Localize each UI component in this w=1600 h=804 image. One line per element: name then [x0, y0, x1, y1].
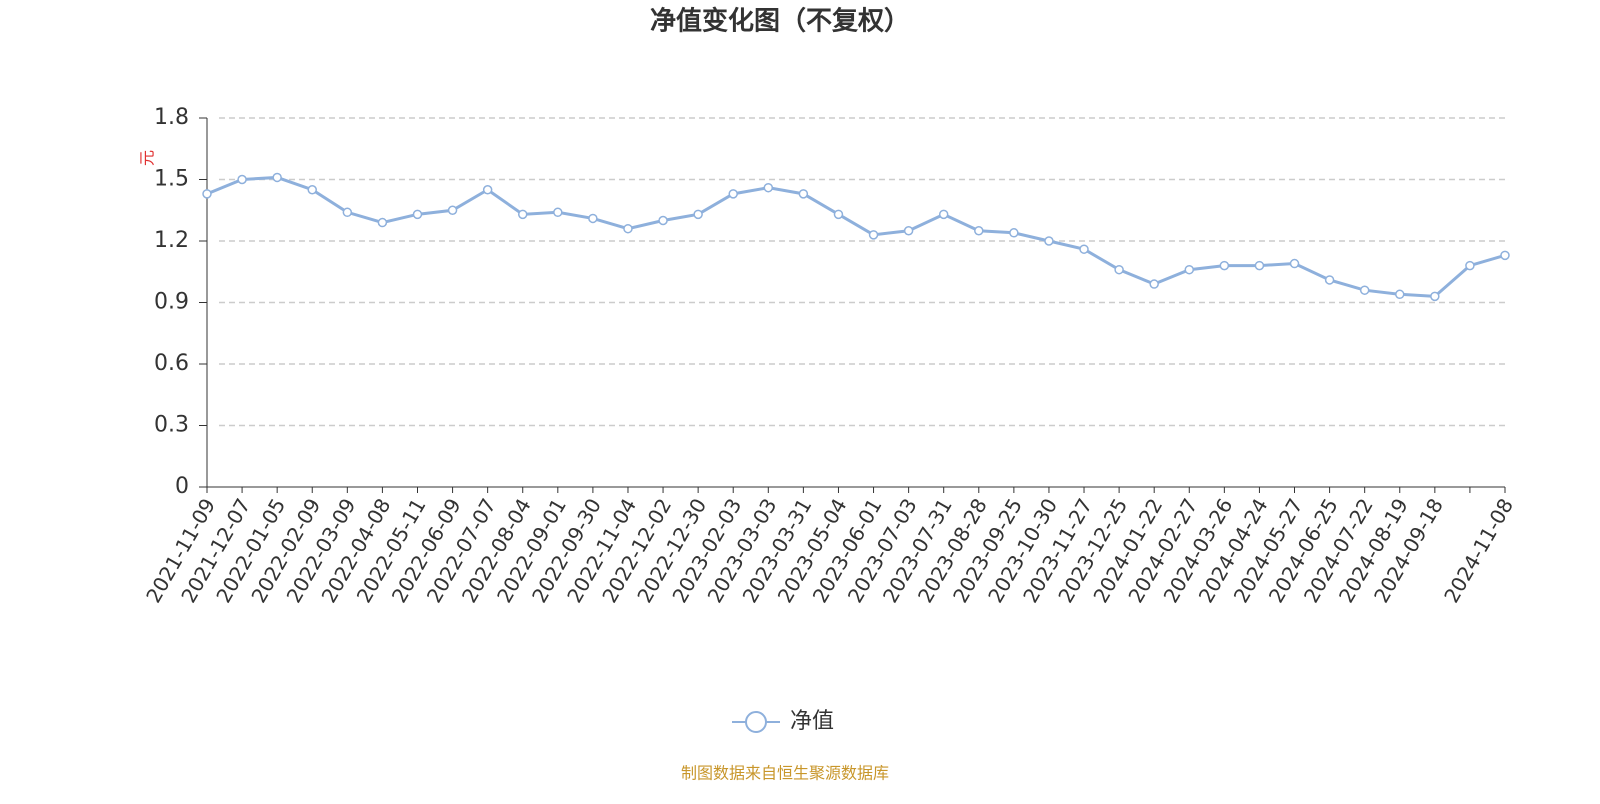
footer: 制图数据来自恒生聚源数据库 [681, 764, 889, 783]
y-tick-label: 1.8 [154, 105, 189, 130]
point [728, 189, 738, 199]
point [1289, 258, 1300, 269]
point [1044, 236, 1054, 246]
legend-label: 净值 [790, 709, 834, 734]
point [307, 185, 317, 195]
y-tick-label: 1.2 [154, 228, 189, 253]
point [517, 209, 528, 220]
y-tick-label: 1.5 [154, 167, 189, 192]
y-tick-label: 0.6 [154, 351, 189, 376]
point [1324, 275, 1335, 285]
point [658, 215, 668, 226]
y-tick-label: 0.3 [154, 413, 189, 438]
point [1500, 250, 1510, 261]
point [342, 207, 353, 218]
point [623, 223, 633, 234]
point [903, 226, 914, 236]
point [202, 189, 212, 199]
y-tick-label: 0.9 [154, 290, 189, 315]
point [482, 185, 493, 195]
legend-marker [745, 711, 767, 733]
point [1254, 260, 1265, 271]
point [763, 182, 774, 193]
point [272, 172, 282, 183]
point [1430, 291, 1440, 302]
y-axis-label: 元 [138, 150, 157, 166]
point [377, 217, 388, 228]
point [1219, 260, 1230, 271]
point [1359, 285, 1370, 295]
y-tick-label: 0 [175, 474, 189, 499]
point [1009, 228, 1019, 238]
x-tick-label: 2024-11-08 [1439, 494, 1518, 607]
point [938, 209, 949, 220]
point [868, 230, 879, 240]
point [798, 189, 809, 199]
point [412, 209, 423, 220]
point [447, 205, 458, 215]
point [1079, 244, 1089, 254]
point [693, 209, 703, 220]
point [588, 213, 598, 224]
point [1149, 279, 1159, 289]
point [237, 174, 247, 185]
point [833, 209, 844, 220]
point [553, 207, 563, 218]
point [1395, 289, 1405, 300]
chart-title: 净值变化图（不复权） [650, 6, 910, 37]
point [1114, 264, 1124, 275]
point [1184, 264, 1195, 275]
point [1465, 260, 1475, 271]
line [206, 175, 1506, 298]
point [974, 226, 984, 236]
